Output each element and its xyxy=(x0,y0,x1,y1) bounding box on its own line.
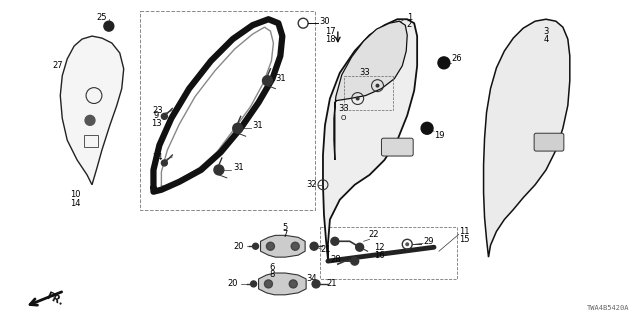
Text: 9: 9 xyxy=(154,111,159,120)
Text: 34: 34 xyxy=(307,275,317,284)
Text: 32: 32 xyxy=(307,180,317,189)
Circle shape xyxy=(331,237,339,245)
Text: 30: 30 xyxy=(319,17,330,26)
Circle shape xyxy=(233,123,243,133)
Bar xyxy=(140,11,315,210)
Bar xyxy=(84,135,98,147)
Text: 14: 14 xyxy=(70,199,81,208)
Circle shape xyxy=(405,242,409,246)
Circle shape xyxy=(161,160,167,166)
Bar xyxy=(344,76,394,110)
Text: FR.: FR. xyxy=(44,291,65,307)
Circle shape xyxy=(310,242,318,250)
Text: 24: 24 xyxy=(152,153,163,162)
Text: 21: 21 xyxy=(321,245,331,254)
Circle shape xyxy=(251,281,257,287)
Text: 31: 31 xyxy=(275,74,285,83)
Text: 3: 3 xyxy=(543,27,548,36)
Text: 33: 33 xyxy=(359,68,370,77)
Polygon shape xyxy=(260,235,305,257)
Text: 15: 15 xyxy=(460,235,470,244)
Circle shape xyxy=(161,113,167,119)
Text: 11: 11 xyxy=(460,227,470,236)
Text: 23: 23 xyxy=(152,106,163,115)
Circle shape xyxy=(253,243,259,249)
Text: 29: 29 xyxy=(424,237,435,246)
Text: 6: 6 xyxy=(269,263,275,272)
Circle shape xyxy=(291,242,299,250)
Text: 13: 13 xyxy=(151,119,162,128)
Circle shape xyxy=(351,257,358,265)
Circle shape xyxy=(289,280,297,288)
Circle shape xyxy=(266,242,275,250)
Text: 33: 33 xyxy=(339,104,349,113)
Text: 25: 25 xyxy=(97,13,107,22)
Circle shape xyxy=(356,243,364,251)
FancyBboxPatch shape xyxy=(534,133,564,151)
Circle shape xyxy=(85,116,95,125)
Text: TWA4B5420A: TWA4B5420A xyxy=(587,305,629,311)
Bar xyxy=(320,228,457,279)
Circle shape xyxy=(312,280,320,288)
FancyBboxPatch shape xyxy=(381,138,413,156)
Circle shape xyxy=(376,84,380,88)
Circle shape xyxy=(438,57,450,69)
Text: 22: 22 xyxy=(368,230,379,239)
Polygon shape xyxy=(323,19,417,259)
Text: O: O xyxy=(341,116,346,121)
Text: 20: 20 xyxy=(234,242,244,251)
Polygon shape xyxy=(259,273,306,295)
Text: 31: 31 xyxy=(252,121,263,130)
Text: 27: 27 xyxy=(52,61,63,70)
Text: 1: 1 xyxy=(406,13,412,22)
Polygon shape xyxy=(60,36,124,185)
Text: 21: 21 xyxy=(326,279,337,288)
Text: 31: 31 xyxy=(234,164,244,172)
Text: 12: 12 xyxy=(374,243,385,252)
Circle shape xyxy=(104,21,114,31)
Circle shape xyxy=(264,280,273,288)
Text: 7: 7 xyxy=(283,230,288,239)
Circle shape xyxy=(356,97,360,100)
Text: 19: 19 xyxy=(434,131,444,140)
Text: 20: 20 xyxy=(227,279,238,288)
Polygon shape xyxy=(334,21,407,160)
Text: 18: 18 xyxy=(324,35,335,44)
Polygon shape xyxy=(484,19,570,257)
Text: 16: 16 xyxy=(374,251,385,260)
Text: 2: 2 xyxy=(406,20,412,29)
Circle shape xyxy=(262,76,273,86)
Text: 26: 26 xyxy=(451,54,462,63)
Text: 10: 10 xyxy=(70,190,81,199)
Circle shape xyxy=(214,165,224,175)
Text: 8: 8 xyxy=(269,270,275,279)
Circle shape xyxy=(421,122,433,134)
Text: 4: 4 xyxy=(543,35,548,44)
Text: 5: 5 xyxy=(283,223,288,232)
Text: 28: 28 xyxy=(330,255,341,264)
Text: 17: 17 xyxy=(324,27,335,36)
